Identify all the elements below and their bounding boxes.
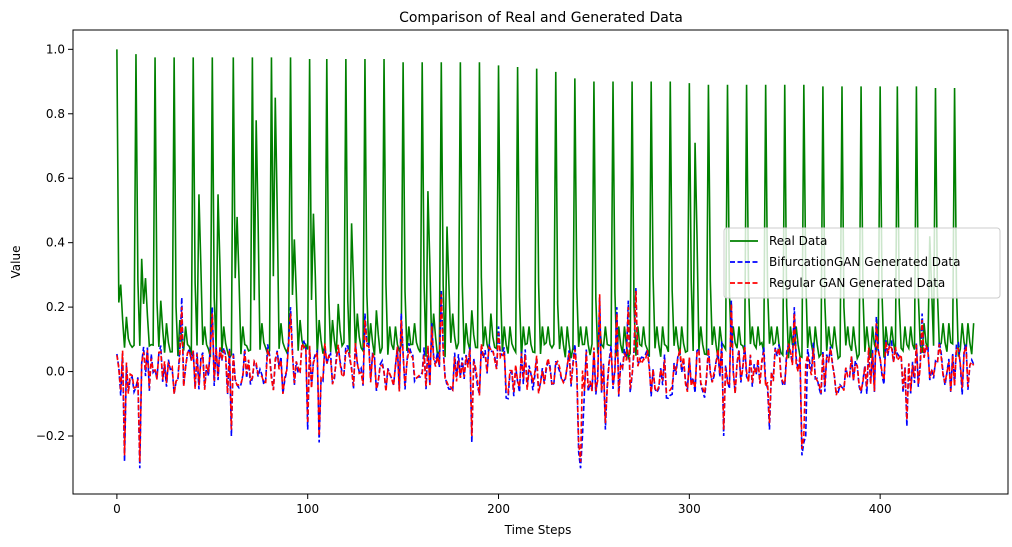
y-tick-label: −0.2 xyxy=(36,429,65,443)
plot-frame xyxy=(72,29,1009,495)
x-axis-label: Time Steps xyxy=(504,523,572,537)
legend-label: BifurcationGAN Generated Data xyxy=(769,255,960,269)
y-tick-label: 0.8 xyxy=(46,107,65,121)
y-tick-label: 0.2 xyxy=(46,300,65,314)
y-axis-label: Value xyxy=(9,246,23,279)
y-tick-label: 0.6 xyxy=(46,171,65,185)
y-axis-ticks: −0.2 0.0 0.2 0.4 0.6 0.8 1.0 xyxy=(36,42,73,443)
series-line-0 xyxy=(116,49,975,362)
x-tick-label: 0 xyxy=(113,502,121,516)
y-tick-label: 1.0 xyxy=(46,42,65,56)
legend-label: Regular GAN Generated Data xyxy=(769,276,945,290)
x-tick-label: 300 xyxy=(678,502,701,516)
y-tick-label: 0.0 xyxy=(46,365,65,379)
y-tick-label: 0.4 xyxy=(46,236,65,250)
series-line-2 xyxy=(116,290,975,462)
plot-area xyxy=(116,49,975,469)
x-tick-label: 200 xyxy=(487,502,510,516)
legend-box xyxy=(723,227,1001,299)
legend-label: Real Data xyxy=(769,234,827,248)
legend: Real Data BifurcationGAN Generated Data Re… xyxy=(723,227,1001,299)
x-tick-label: 100 xyxy=(296,502,319,516)
x-tick-label: 400 xyxy=(869,502,892,516)
x-axis-ticks: 0 100 200 300 400 xyxy=(113,494,892,516)
chart-title: Comparison of Real and Generated Data xyxy=(399,10,683,26)
